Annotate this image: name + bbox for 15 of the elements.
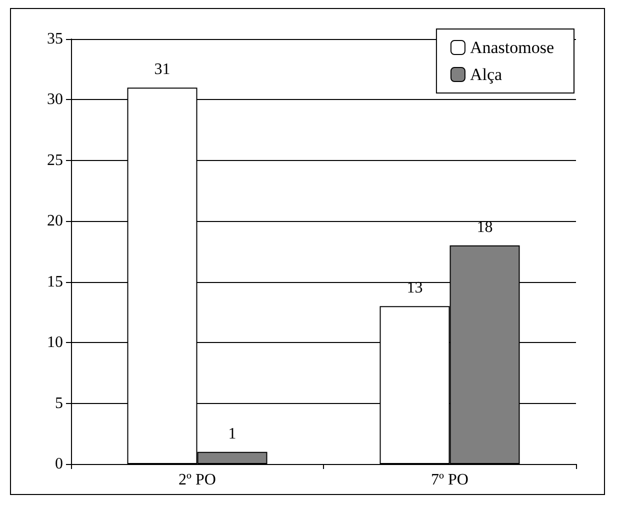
y-tick-label: 15: [47, 273, 63, 290]
legend-label: Anastomose: [470, 38, 554, 57]
y-tick-label: 10: [47, 334, 63, 352]
y-tick-label: 30: [47, 91, 63, 108]
data-label: 31: [154, 61, 170, 78]
data-label: 1: [228, 425, 236, 442]
x-tick-label: 2º PO: [178, 472, 216, 488]
x-tick-label: 7º PO: [431, 472, 468, 488]
legend-label: Alça: [470, 65, 502, 84]
y-tick-label: 35: [47, 30, 63, 48]
y-tick-label: 20: [47, 212, 63, 230]
data-label: 18: [476, 218, 493, 236]
y-tick-label: 0: [55, 456, 63, 472]
y-tick-label: 5: [55, 394, 63, 412]
y-tick-label: 25: [47, 152, 63, 169]
